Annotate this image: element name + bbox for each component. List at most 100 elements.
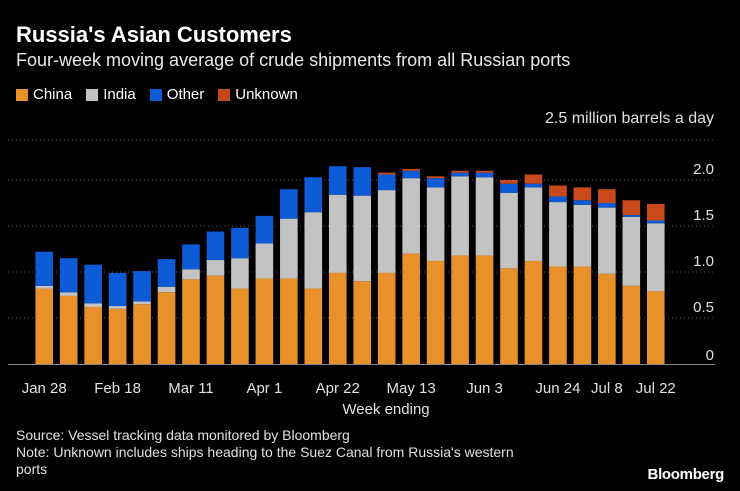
legend-label-china: China [33,86,73,103]
bar-segment-india [59,292,78,296]
source-note: Source: Vessel tracking data monitored b… [16,427,350,443]
legend-item-india: India [86,86,136,103]
bar-segment-india [304,212,323,289]
y-tick-label: 2.0 [693,161,714,178]
bar-segment-china [598,273,616,364]
bloomberg-logo: Bloomberg [647,466,725,483]
x-tick-label: Jul 8 [591,380,623,397]
legend-swatch-unknown [218,88,231,101]
y-tick-label: 0 [706,347,714,364]
bar-segment-other [328,166,347,195]
bar-segment-china [500,268,518,364]
legend-label-unknown: Unknown [235,86,298,103]
bar-segment-other [304,177,323,213]
bar-segment-unknown [622,200,641,215]
bar-segment-other [59,258,78,293]
bar-segment-other [622,214,641,217]
x-axis-title: Week ending [342,401,429,418]
y-tick-label: 1.0 [693,253,714,270]
legend: China India Other Unknown [16,86,298,103]
bar-segment-other [280,189,298,219]
bar-segment-china [451,255,469,364]
bar-segment-india [328,194,347,273]
bar-segment-india [524,187,543,261]
bar-segment-other [255,215,274,244]
bar-segment-china [646,291,665,364]
bar-segment-india [402,178,420,254]
bar-segment-unknown [646,203,665,221]
bar-segment-other [84,264,102,304]
bar-segment-china [573,266,592,364]
bar-segment-india [133,301,151,305]
bar-segment-unknown [377,172,396,175]
bar-segment-other [206,231,225,261]
bar-segment-other [108,272,127,307]
bar-segment-india [108,306,127,309]
bar-segment-india [84,303,102,307]
bar-segment-other [549,196,567,203]
bar-segment-china [59,295,78,364]
bar-segment-unknown [451,170,469,173]
bar-segment-india [426,187,445,261]
x-tick-label: Jan 28 [22,380,67,397]
bar-segment-other [451,172,469,177]
bar-segment-india [500,192,518,269]
bar-segment-india [549,202,567,267]
bar-segment-india [377,190,396,273]
bar-segment-china [377,272,396,364]
bar-segment-other [377,174,396,191]
bar-segment-other [231,227,249,259]
bar-segment-china [255,278,274,364]
bar-segment-china [133,304,151,364]
bar-segment-other [133,271,151,302]
x-tick-label: Feb 18 [94,380,141,397]
legend-item-other: Other [149,86,205,103]
x-tick-label: May 13 [387,380,436,397]
bar-segment-other [35,251,54,286]
x-tick-label: Apr 1 [246,380,282,397]
bar-segment-india [280,218,298,279]
bar-segment-other [157,259,176,287]
bar-segment-china [549,266,567,364]
bar-segment-india [622,216,641,286]
bar-segment-other [500,183,518,193]
bar-segment-china [328,272,347,364]
legend-label-india: India [103,86,136,103]
bar-segment-other [646,220,665,224]
legend-item-unknown: Unknown [218,86,298,103]
bar-segment-other [402,170,420,179]
bar-segment-unknown [402,168,420,171]
bar-segment-india [255,243,274,279]
bar-segment-india [646,223,665,292]
bar-segment-india [475,177,494,256]
chart-subtitle: Four-week moving average of crude shipme… [16,50,571,70]
x-tick-label: Mar 11 [168,380,214,397]
bar-segment-other [475,172,494,178]
legend-swatch-other [149,88,162,101]
legend-swatch-india [86,88,99,101]
bar-segment-other [353,167,372,196]
footnote-line-2: ports [16,461,48,477]
x-tick-label: Jul 22 [636,380,676,397]
bar-segment-china [353,281,372,364]
bar-segment-india [206,260,225,276]
bar-segment-unknown [524,174,543,184]
bar-segment-india [157,286,176,293]
bar-segment-china [475,255,494,364]
bar-segment-unknown [549,185,567,197]
y-tick-label: 0.5 [693,299,714,316]
legend-swatch-china [16,88,28,101]
bar-segment-china [622,285,641,364]
bar-segment-india [598,207,616,274]
y-tick-label: 1.5 [693,207,714,224]
bar-segment-unknown [500,180,518,184]
bar-segment-india [35,285,54,289]
legend-label-other: Other [166,86,205,103]
bar-segment-other [573,200,592,205]
legend-item-china: China [16,86,72,103]
bar-segment-china [84,306,102,364]
bar-segment-other [598,203,616,208]
bar-segment-other [182,244,200,270]
bar-segment-china [280,278,298,364]
